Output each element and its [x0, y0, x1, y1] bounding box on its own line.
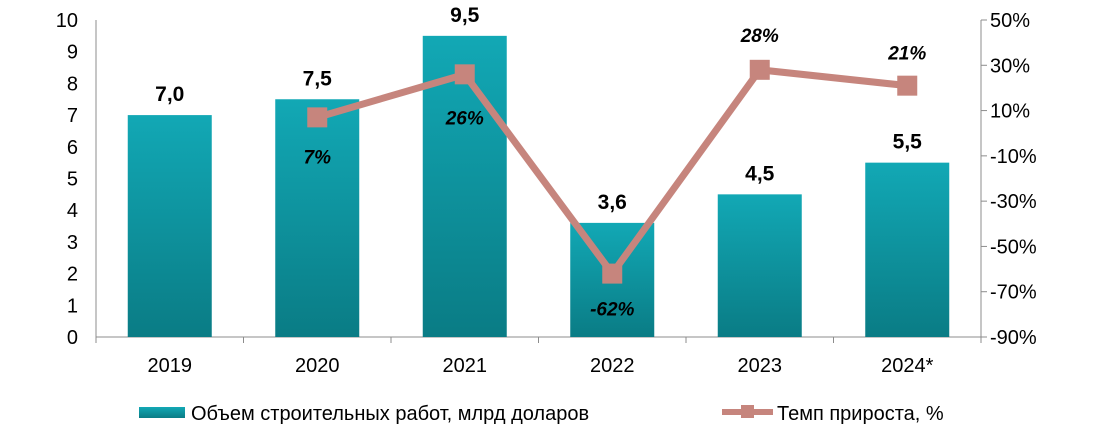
right-tick-label: 30% — [990, 55, 1030, 77]
bar — [717, 194, 802, 337]
right-tick-label: 10% — [990, 101, 1030, 123]
bar-value-label: 7,5 — [303, 67, 333, 90]
x-tick-label: 2020 — [295, 355, 340, 377]
line-value-labels: 7% 26% -62% 28% 21% — [304, 26, 927, 321]
right-tick-label: -10% — [990, 146, 1037, 168]
legend-line-marker — [741, 405, 754, 418]
x-tick-label: 2023 — [738, 355, 783, 377]
bar — [275, 99, 360, 337]
bar-series — [127, 35, 950, 337]
line-marker — [897, 75, 918, 96]
x-tick-label: 2019 — [148, 355, 193, 377]
legend-line-label: Темп прироста, % — [777, 403, 944, 425]
bar-value-label: 3,6 — [598, 191, 627, 214]
x-axis-ticks: 2019 2020 2021 2022 2023 2024* — [95, 337, 982, 377]
line-series — [307, 59, 918, 284]
left-tick-label: 9 — [67, 42, 78, 64]
right-axis-ticks: -90% -70% -50% -30% -10% 10% 30% 50% — [981, 10, 1037, 349]
left-tick-label: 8 — [67, 73, 78, 95]
x-tick-label: 2021 — [443, 355, 488, 377]
right-tick-label: -70% — [990, 282, 1037, 304]
legend-bar-label: Объем строительных работ, млрд доларов — [191, 403, 589, 425]
left-tick-label: 4 — [67, 200, 78, 222]
left-tick-label: 2 — [67, 264, 78, 286]
line-value-label: 7% — [304, 147, 332, 168]
bar-value-label: 9,5 — [450, 4, 480, 27]
left-tick-label: 7 — [67, 105, 78, 127]
bar-value-labels: 7,0 7,5 9,5 3,6 4,5 5,5 — [155, 4, 922, 214]
x-tick-label: 2022 — [590, 355, 635, 377]
x-tick-label: 2024* — [881, 355, 933, 377]
bar-value-label: 4,5 — [745, 162, 775, 185]
line-value-label: -62% — [590, 300, 634, 321]
left-tick-label: 3 — [67, 232, 78, 254]
right-tick-label: 50% — [990, 10, 1030, 32]
line-value-label: 26% — [445, 108, 484, 129]
left-tick-label: 6 — [67, 137, 78, 159]
bar-value-label: 5,5 — [893, 131, 923, 154]
line-marker — [749, 59, 770, 80]
left-tick-label: 10 — [56, 10, 78, 32]
line-marker — [602, 263, 623, 284]
line-marker — [454, 64, 475, 85]
left-tick-label: 0 — [67, 327, 78, 349]
right-tick-label: -30% — [990, 191, 1037, 213]
line-marker — [307, 107, 328, 128]
line-value-label: 28% — [740, 26, 779, 47]
legend-bar-swatch — [139, 407, 185, 418]
bar — [865, 162, 950, 337]
left-tick-label: 5 — [67, 169, 78, 191]
left-tick-label: 1 — [67, 295, 78, 317]
left-axis-ticks: 0 1 2 3 4 5 6 7 8 9 10 — [56, 10, 78, 349]
legend: Объем строительных работ, млрд доларов Т… — [139, 403, 944, 425]
bar-value-label: 7,0 — [155, 83, 184, 106]
right-tick-label: -90% — [990, 327, 1037, 349]
bar — [127, 115, 212, 337]
right-tick-label: -50% — [990, 236, 1037, 258]
line-value-label: 21% — [887, 44, 926, 65]
